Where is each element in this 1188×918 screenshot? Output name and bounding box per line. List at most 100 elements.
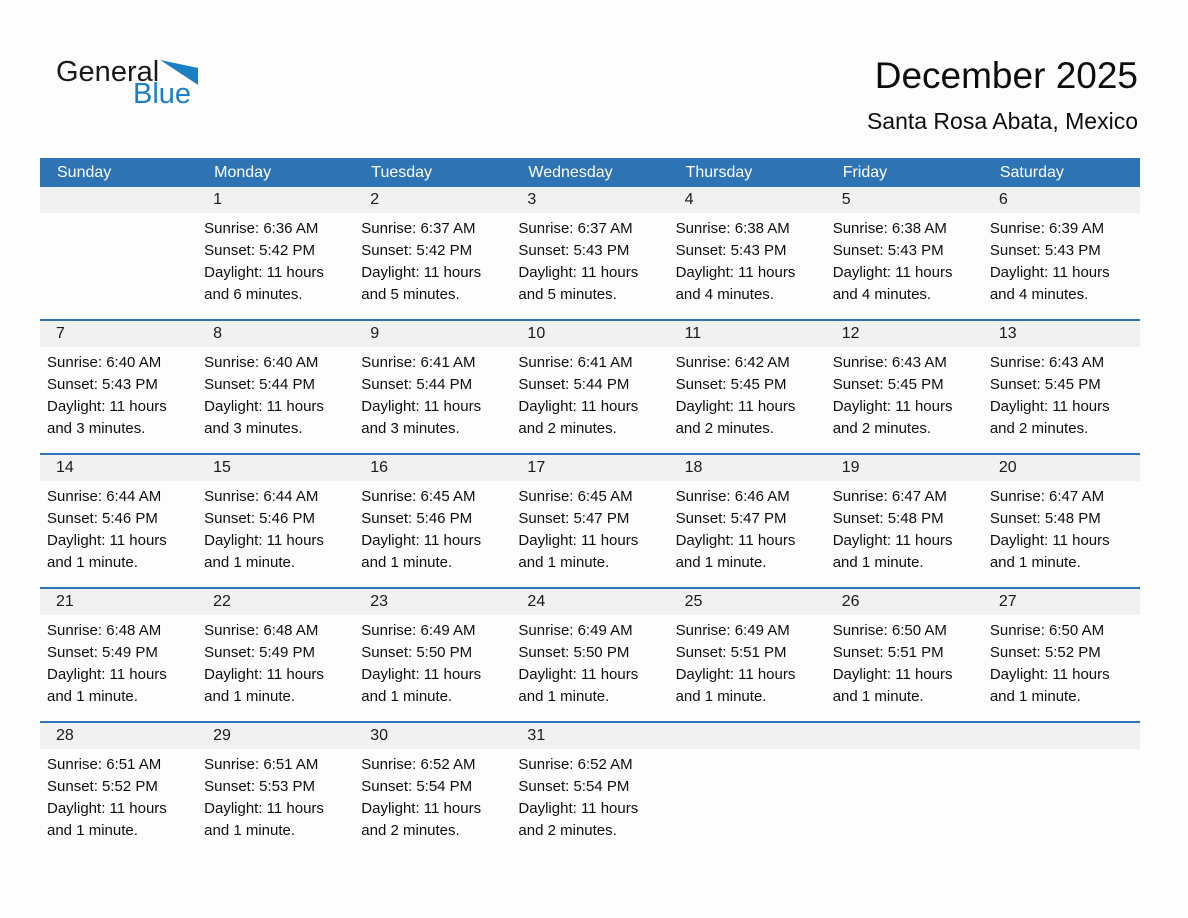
day-info-line: Sunset: 5:45 PM	[989, 376, 1101, 393]
day-info-line: and 3 minutes.	[204, 420, 303, 437]
day-number-strip: 7 8 9 10 11 12 13	[40, 321, 1140, 347]
day-cell-28: Sunrise: 6:51 AM Sunset: 5:52 PM Daylight:…	[40, 749, 197, 855]
day-info-line: Daylight: 11 hours	[518, 800, 639, 817]
day-cell-14: Sunrise: 6:44 AM Sunset: 5:46 PM Daylight:…	[40, 481, 197, 587]
day-cell-25: Sunrise: 6:49 AM Sunset: 5:51 PM Daylight:…	[669, 615, 826, 721]
day-details-row: Sunrise: 6:44 AM Sunset: 5:46 PM Daylight:…	[40, 481, 1140, 587]
day-cell-4: Sunrise: 6:38 AM Sunset: 5:43 PM Daylight:…	[669, 213, 826, 319]
day-number-10: 10	[527, 325, 546, 342]
logo-text-blue: Blue	[133, 78, 192, 110]
day-number-30: 30	[370, 727, 389, 744]
day-info-line: Sunset: 5:43 PM	[989, 242, 1101, 259]
day-number-strip: 28 29 30 31	[40, 723, 1140, 749]
day-info-line: Daylight: 11 hours	[204, 532, 324, 549]
day-cell-12: Sunrise: 6:43 AM Sunset: 5:45 PM Daylight:…	[826, 347, 983, 453]
day-info-line: Daylight: 11 hours	[361, 666, 482, 683]
day-number-2: 2	[370, 191, 380, 208]
day-info-line: and 1 minute.	[361, 554, 453, 571]
day-cell-2: Sunrise: 6:37 AM Sunset: 5:42 PM Daylight:…	[354, 213, 511, 319]
weekday-header-thursday: Thursday	[685, 163, 753, 181]
day-cell-11: Sunrise: 6:42 AM Sunset: 5:45 PM Daylight:…	[669, 347, 826, 453]
calendar: Sunday Monday Tuesday Wednesday Thursday Frid…	[40, 158, 1140, 855]
day-number-27: 27	[998, 593, 1017, 610]
week-row: 1 2 3 4 5 6 Sunrise: 6:36 AM Sunset: 5:42 PM Day…	[40, 187, 1140, 319]
day-info-line: and 4 minutes.	[989, 286, 1089, 303]
day-info-line: Sunrise: 6:49 AM	[675, 622, 790, 639]
day-info-line: Daylight: 11 hours	[204, 800, 324, 817]
week-row: 14 15 16 17 18 19 20 Sunrise: 6:44 AM Sunset: 5:…	[40, 453, 1140, 587]
day-info-line: Sunrise: 6:49 AM	[361, 622, 476, 639]
day-cell-21: Sunrise: 6:48 AM Sunset: 5:49 PM Daylight:…	[40, 615, 197, 721]
day-info-line: Daylight: 11 hours	[675, 264, 796, 281]
day-info-line: and 1 minute.	[204, 822, 296, 839]
day-cell-10: Sunrise: 6:41 AM Sunset: 5:44 PM Daylight:…	[511, 347, 668, 453]
day-number-empty	[40, 187, 197, 213]
day-info-line: Sunset: 5:52 PM	[989, 644, 1101, 661]
day-info-line: Sunset: 5:45 PM	[675, 376, 787, 393]
day-info-line: and 1 minute.	[47, 822, 138, 839]
day-info-line: Sunrise: 6:52 AM	[518, 756, 633, 773]
day-info-line: Daylight: 11 hours	[675, 532, 796, 549]
day-info-line: Sunset: 5:51 PM	[675, 644, 787, 661]
day-info-line: Sunrise: 6:51 AM	[47, 756, 162, 773]
day-info-line: Daylight: 11 hours	[989, 532, 1110, 549]
day-info-line: Sunrise: 6:38 AM	[832, 220, 947, 237]
day-cell-31: Sunrise: 6:52 AM Sunset: 5:54 PM Daylight:…	[511, 749, 668, 855]
day-number-15: 15	[213, 459, 231, 476]
day-cell-13: Sunrise: 6:43 AM Sunset: 5:45 PM Daylight:…	[983, 347, 1140, 453]
day-info-line: Sunset: 5:45 PM	[832, 376, 944, 393]
day-info-line: and 4 minutes.	[832, 286, 932, 303]
day-info-line: Sunset: 5:42 PM	[204, 242, 316, 259]
calendar-grid: 1 2 3 4 5 6 Sunrise: 6:36 AM Sunset: 5:42 PM Day…	[40, 187, 1140, 855]
day-cell-empty	[983, 749, 1140, 855]
day-number-20: 20	[998, 459, 1017, 476]
day-cell-1: Sunrise: 6:36 AM Sunset: 5:42 PM Daylight:…	[197, 213, 354, 319]
day-info-line: Sunrise: 6:45 AM	[518, 488, 633, 505]
day-cell-17: Sunrise: 6:45 AM Sunset: 5:47 PM Daylight:…	[511, 481, 668, 587]
page-header: General Blue December 2025 Santa Rosa Ab…	[0, 0, 1188, 158]
day-info-line: Daylight: 11 hours	[204, 666, 324, 683]
day-number-3: 3	[527, 191, 537, 208]
day-details-row: Sunrise: 6:40 AM Sunset: 5:43 PM Daylight:…	[40, 347, 1140, 453]
day-info-line: Sunset: 5:50 PM	[518, 644, 630, 661]
day-number-9: 9	[370, 325, 380, 342]
day-info-line: and 1 minute.	[675, 688, 767, 705]
day-info-line: and 1 minute.	[989, 554, 1081, 571]
day-info-line: Daylight: 11 hours	[47, 532, 167, 549]
day-info-line: Daylight: 11 hours	[361, 800, 482, 817]
day-info-line: Sunset: 5:42 PM	[361, 242, 473, 259]
day-cell-empty	[669, 749, 826, 855]
day-info-line: and 1 minute.	[47, 688, 138, 705]
day-info-line: Sunset: 5:44 PM	[204, 376, 316, 393]
day-number-26: 26	[841, 593, 860, 610]
day-number-8: 8	[213, 325, 223, 342]
day-number-17: 17	[527, 459, 546, 476]
day-number-14: 14	[56, 459, 74, 476]
day-number-7: 7	[56, 325, 65, 342]
day-info-line: and 1 minute.	[47, 554, 138, 571]
day-info-line: Daylight: 11 hours	[204, 398, 324, 415]
day-info-line: and 5 minutes.	[361, 286, 460, 303]
day-info-line: Daylight: 11 hours	[989, 666, 1110, 683]
day-cell-22: Sunrise: 6:48 AM Sunset: 5:49 PM Daylight:…	[197, 615, 354, 721]
day-number-21: 21	[56, 593, 74, 610]
day-info-line: Sunset: 5:47 PM	[518, 510, 630, 527]
week-row: 7 8 9 10 11 12 13 Sunrise: 6:40 AM Sunset: 5:43 …	[40, 319, 1140, 453]
day-info-line: and 3 minutes.	[361, 420, 460, 437]
day-info-line: and 1 minute.	[518, 688, 610, 705]
day-info-line: Daylight: 11 hours	[675, 666, 796, 683]
day-info-line: Daylight: 11 hours	[989, 398, 1110, 415]
day-info-line: Daylight: 11 hours	[675, 398, 796, 415]
day-info-line: Daylight: 11 hours	[47, 398, 167, 415]
day-info-line: and 1 minute.	[518, 554, 610, 571]
weekday-header-friday: Friday	[842, 163, 888, 181]
day-cell-8: Sunrise: 6:40 AM Sunset: 5:44 PM Daylight:…	[197, 347, 354, 453]
day-info-line: Sunset: 5:51 PM	[832, 644, 944, 661]
day-cell-3: Sunrise: 6:37 AM Sunset: 5:43 PM Daylight:…	[511, 213, 668, 319]
day-info-line: and 1 minute.	[989, 688, 1081, 705]
day-info-line: Sunset: 5:44 PM	[518, 376, 630, 393]
day-info-line: Sunset: 5:47 PM	[675, 510, 787, 527]
day-info-line: Sunrise: 6:50 AM	[832, 622, 947, 639]
day-number-13: 13	[998, 325, 1017, 342]
day-info-line: Daylight: 11 hours	[518, 398, 639, 415]
